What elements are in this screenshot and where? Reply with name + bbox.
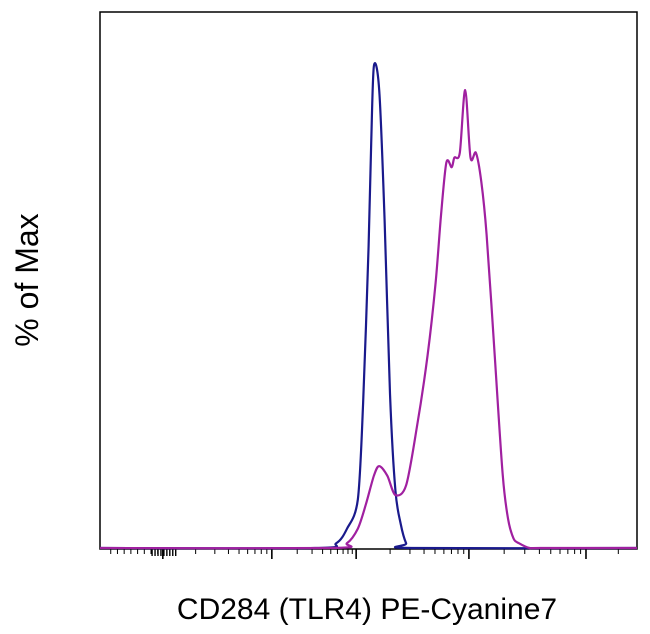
x-axis-ticks	[110, 549, 619, 559]
series-line-2	[99, 88, 637, 550]
y-axis-label: % of Max	[9, 213, 45, 346]
plot-frame	[99, 11, 638, 550]
series-line-1	[99, 62, 638, 550]
x-axis-label: CD284 (TLR4) PE-Cyanine7	[177, 593, 557, 626]
series-layer	[99, 62, 638, 550]
